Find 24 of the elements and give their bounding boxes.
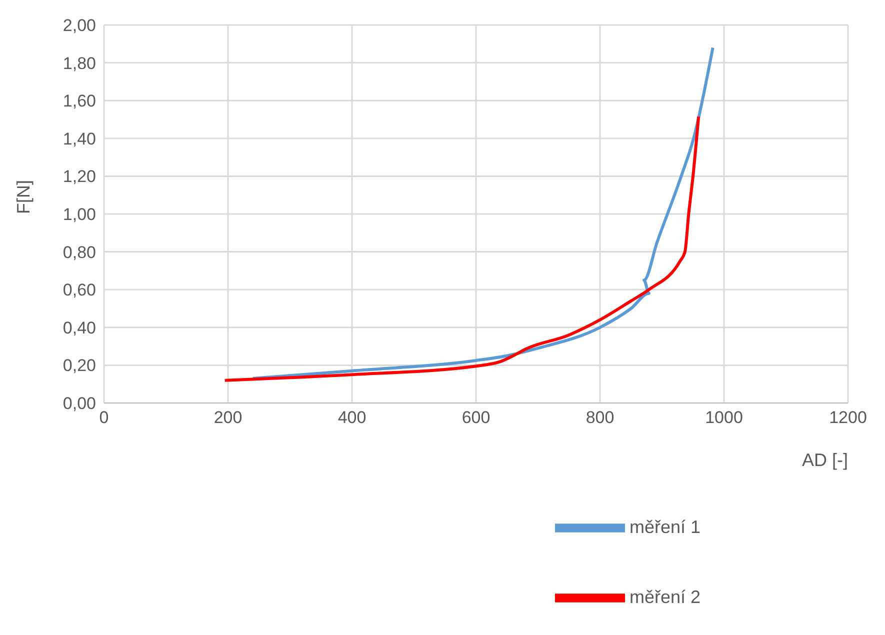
y-tick-label: 1,00 <box>62 205 96 224</box>
y-tick-label: 0,60 <box>62 280 96 300</box>
x-tick-label: 1200 <box>829 408 867 428</box>
x-tick-label: 0 <box>99 408 109 428</box>
y-tick-label: 0,80 <box>62 242 96 262</box>
y-tick-label: 0,20 <box>62 356 96 376</box>
legend-label: měření 1 <box>629 516 701 537</box>
x-tick-label: 800 <box>586 408 614 428</box>
x-tick-label: 1000 <box>705 408 743 428</box>
y-axis-title: F[N] <box>13 180 34 214</box>
line-series <box>223 115 700 382</box>
x-tick-label: 200 <box>214 408 242 428</box>
y-tick-label: 1,80 <box>62 54 96 73</box>
y-tick-label: 1,60 <box>62 92 96 111</box>
y-tick-label: 1,40 <box>62 129 96 148</box>
x-axis-title: AD [-] <box>802 450 848 470</box>
y-tick-label: 1,20 <box>62 167 96 186</box>
line-series <box>251 46 714 380</box>
x-tick-label: 400 <box>338 408 366 428</box>
x-tick-label: 600 <box>462 408 490 428</box>
y-tick-label: 2,00 <box>62 16 96 36</box>
y-tick-label: 0,00 <box>62 394 96 414</box>
y-tick-label: 0,40 <box>62 318 96 338</box>
legend-label: měření 2 <box>629 586 701 607</box>
